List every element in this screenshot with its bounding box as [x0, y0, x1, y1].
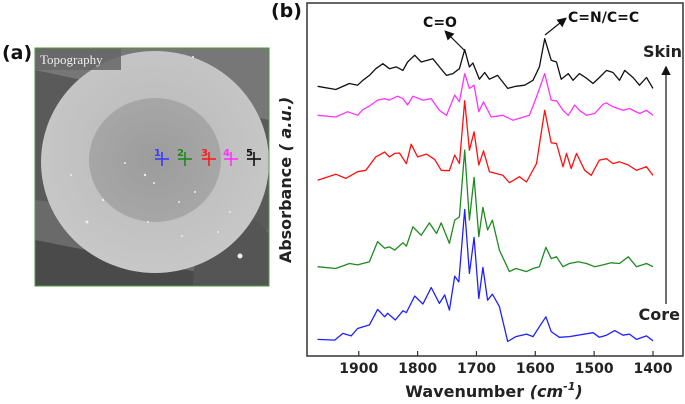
x-axis-title: Wavenumber (cm-1)	[405, 380, 582, 401]
plot-frame	[306, 2, 684, 357]
co-arrow	[444, 30, 465, 51]
spectrum-line-position-5	[317, 38, 654, 91]
core-label: Core	[639, 305, 681, 324]
spectrum-line-position-1	[317, 208, 654, 343]
x-tick-label: 1800	[398, 361, 437, 377]
x-tick-label: 1900	[339, 361, 378, 377]
x-axis-title-text: Wavenumber	[405, 382, 524, 401]
spectrum-line-position-3	[317, 100, 654, 184]
x-axis-unit: cm	[537, 382, 563, 401]
x-axis-unit-exponent: -1	[563, 380, 575, 393]
spectrum-line-position-4	[317, 72, 654, 121]
marker-label: 5	[246, 148, 253, 159]
position-marker-5: 5	[246, 148, 261, 166]
skin-label: Skin	[643, 42, 682, 61]
image-title-box	[35, 48, 121, 70]
position-marker-4: 4	[223, 148, 238, 166]
marker-label: 1	[154, 148, 161, 159]
position-marker-2: 2	[177, 148, 192, 166]
y-axis-title: Absorbance ( a.u.)	[276, 97, 295, 263]
x-tick-label: 1600	[516, 361, 555, 377]
position-marker-1: 1	[154, 148, 169, 166]
marker-label: 4	[223, 148, 230, 159]
x-tick-label: 1500	[575, 361, 614, 377]
x-tick-label: 1400	[634, 361, 673, 377]
spectrum-line-position-2	[317, 149, 654, 273]
image-title: Topography	[40, 52, 103, 67]
marker-label: 3	[201, 148, 208, 159]
fiber-core-region	[89, 98, 221, 222]
panel-a-label: (a)	[2, 42, 33, 64]
marker-label: 2	[177, 148, 184, 159]
cn-cc-arrow	[544, 17, 567, 36]
y-axis-title-text: Absorbance	[276, 157, 295, 263]
position-marker-3: 3	[201, 148, 216, 166]
annotation-co: C=O	[423, 15, 457, 31]
panel-b-label: (b)	[271, 0, 302, 22]
annotation-cn-cc: C=N/C=C	[568, 10, 639, 26]
y-axis-unit: a.u.	[276, 104, 295, 138]
image-frame	[34, 47, 270, 287]
x-tick-label: 1700	[457, 361, 496, 377]
